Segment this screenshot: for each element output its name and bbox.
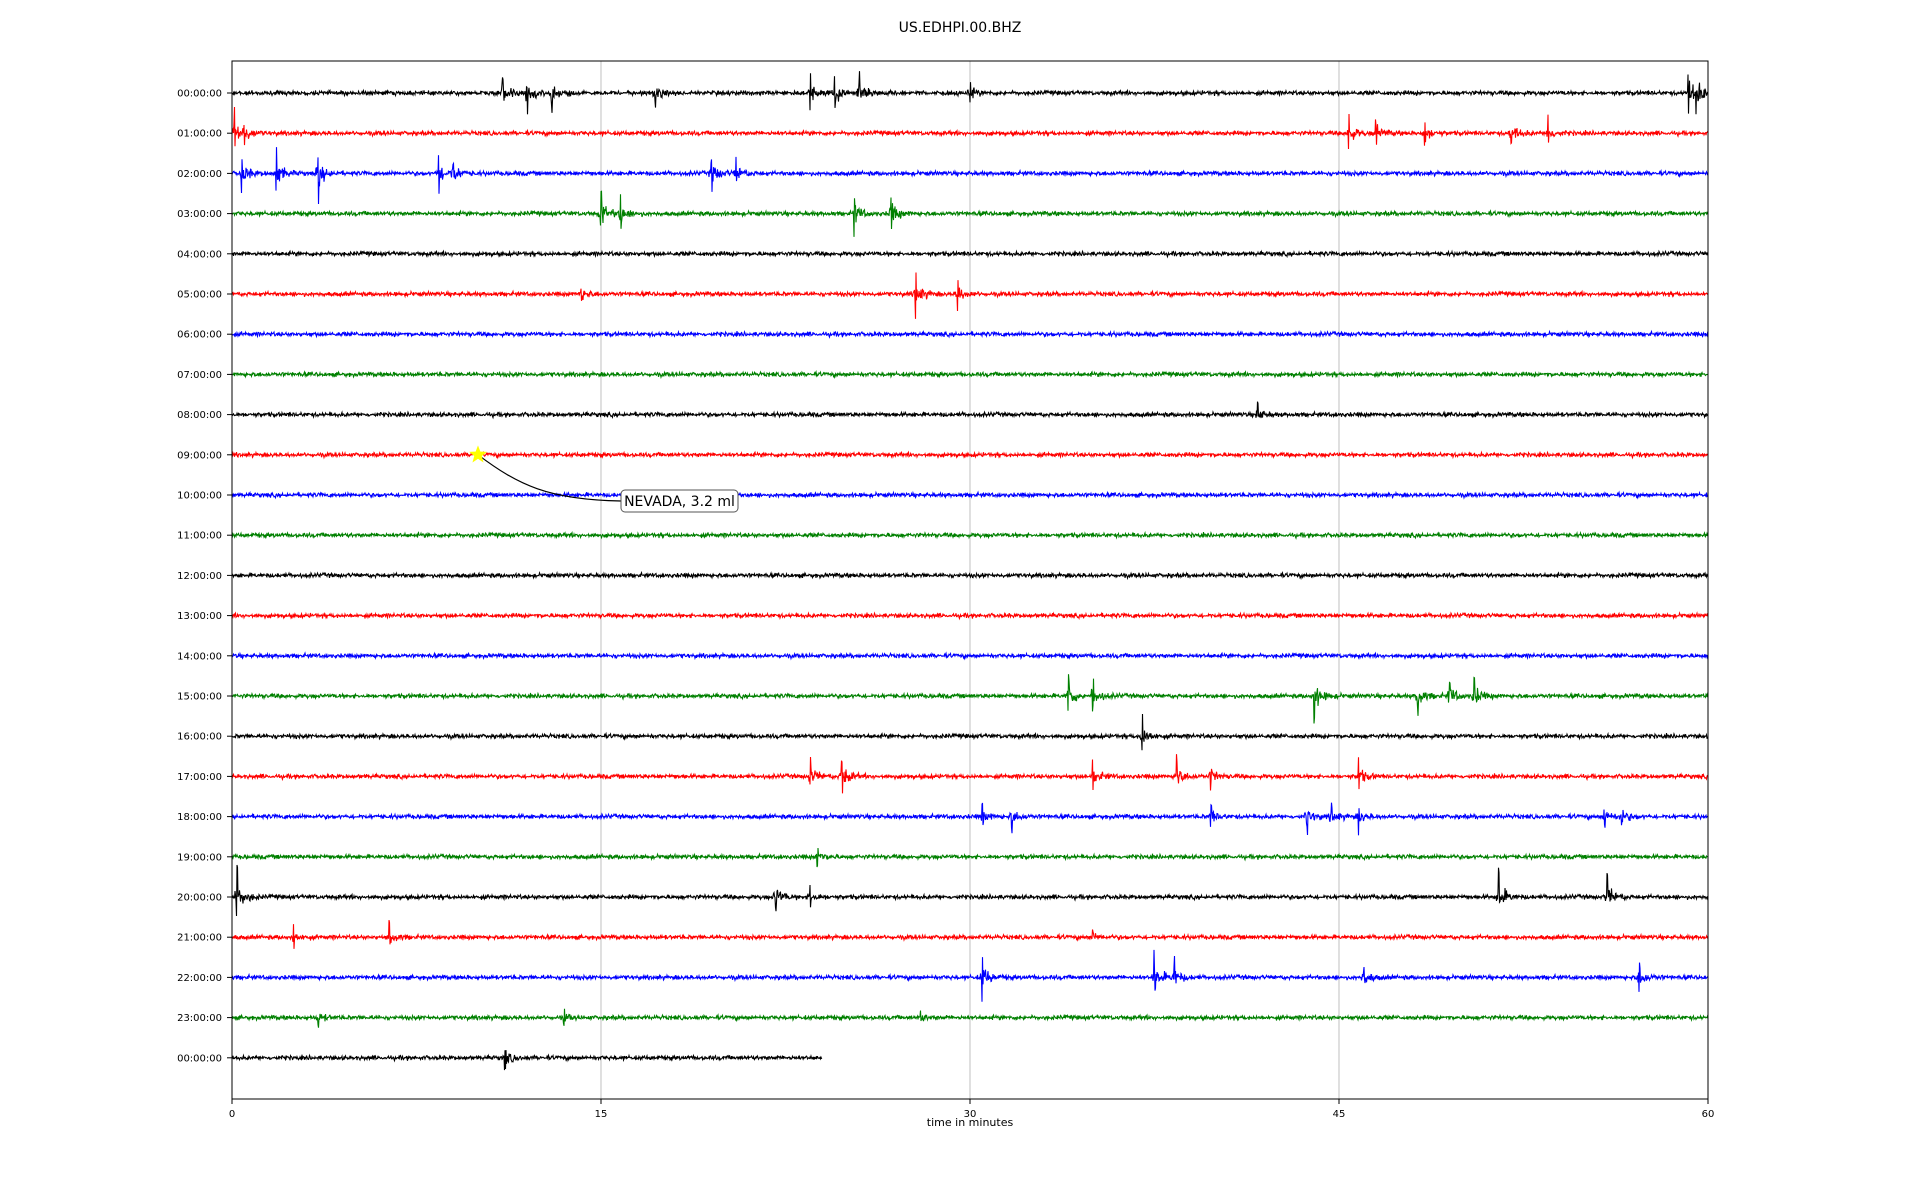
y-tick-label: 00:00:00	[177, 1053, 222, 1064]
trace-line	[231, 71, 1709, 115]
y-tick-label: 12:00:00	[177, 571, 222, 582]
trace-line	[231, 329, 1709, 339]
trace-line	[231, 949, 1708, 1002]
annotation-label: NEVADA, 3.2 ml	[624, 494, 735, 510]
event-star-marker	[469, 445, 487, 463]
chart-title: US.EDHPI.00.BHZ	[898, 20, 1022, 36]
y-tick-label: 11:00:00	[177, 531, 222, 542]
trace-line	[231, 570, 1709, 581]
y-tick-label: 14:00:00	[177, 651, 222, 662]
y-tick-label: 06:00:00	[177, 330, 222, 341]
trace-line	[231, 401, 1709, 420]
trace-line	[231, 611, 1709, 621]
y-tick-label: 09:00:00	[177, 450, 222, 461]
trace-line	[231, 1008, 1709, 1028]
x-axis-label: time in minutes	[926, 1116, 1014, 1129]
x-tick-label: 45	[1333, 1109, 1346, 1120]
trace-line	[231, 1050, 823, 1071]
y-tick-label: 02:00:00	[177, 169, 222, 180]
vertical-gridlines	[600, 61, 1340, 1099]
y-tick-label: 19:00:00	[177, 852, 222, 863]
y-tick-label: 22:00:00	[177, 973, 222, 984]
y-tick-label: 03:00:00	[177, 209, 222, 220]
y-tick-label: 04:00:00	[177, 249, 222, 260]
trace-line	[231, 754, 1709, 794]
trace-line	[231, 272, 1709, 319]
y-tick-label: 00:00:00	[177, 89, 222, 100]
x-axis-ticks: 0 15 30 45 60	[229, 1099, 1715, 1120]
trace-line	[231, 147, 1709, 205]
trace-line	[231, 674, 1709, 724]
trace-line	[231, 713, 1709, 751]
y-tick-label: 16:00:00	[177, 732, 222, 743]
trace-line	[231, 864, 1709, 917]
y-tick-label: 17:00:00	[177, 772, 222, 783]
x-tick-label: 15	[595, 1109, 608, 1120]
y-tick-label: 21:00:00	[177, 933, 222, 944]
trace-line	[231, 847, 1708, 868]
y-tick-label: 10:00:00	[177, 491, 222, 502]
y-tick-label: 05:00:00	[177, 290, 222, 301]
y-tick-label: 08:00:00	[177, 410, 222, 421]
y-tick-label: 13:00:00	[177, 611, 222, 622]
event-annotation: NEVADA, 3.2 ml	[469, 445, 739, 513]
annotation-box	[620, 489, 739, 513]
y-axis-ticks: 00:00:00 01:00:00 02:00:00 03:00:00 04:00:00…	[177, 89, 232, 1064]
y-tick-label: 15:00:00	[177, 692, 222, 703]
trace-line	[231, 651, 1709, 661]
y-tick-label: 01:00:00	[177, 129, 222, 140]
trace-line	[231, 530, 1709, 540]
y-tick-label: 20:00:00	[177, 893, 222, 904]
annotation-connector	[477, 454, 622, 502]
x-tick-label: 60	[1702, 1109, 1715, 1120]
x-tick-label: 30	[964, 1109, 977, 1120]
trace-line	[231, 490, 1709, 500]
y-tick-label: 18:00:00	[177, 812, 222, 823]
trace-line	[231, 802, 1709, 836]
trace-line	[231, 190, 1709, 237]
y-tick-label: 23:00:00	[177, 1013, 222, 1024]
trace-line	[231, 106, 1709, 150]
y-tick-label: 07:00:00	[177, 370, 222, 381]
trace-line	[231, 919, 1709, 949]
trace-line	[231, 369, 1709, 380]
trace-line	[231, 249, 1709, 259]
x-tick-label: 0	[229, 1109, 235, 1120]
plot-frame	[231, 60, 1709, 1100]
